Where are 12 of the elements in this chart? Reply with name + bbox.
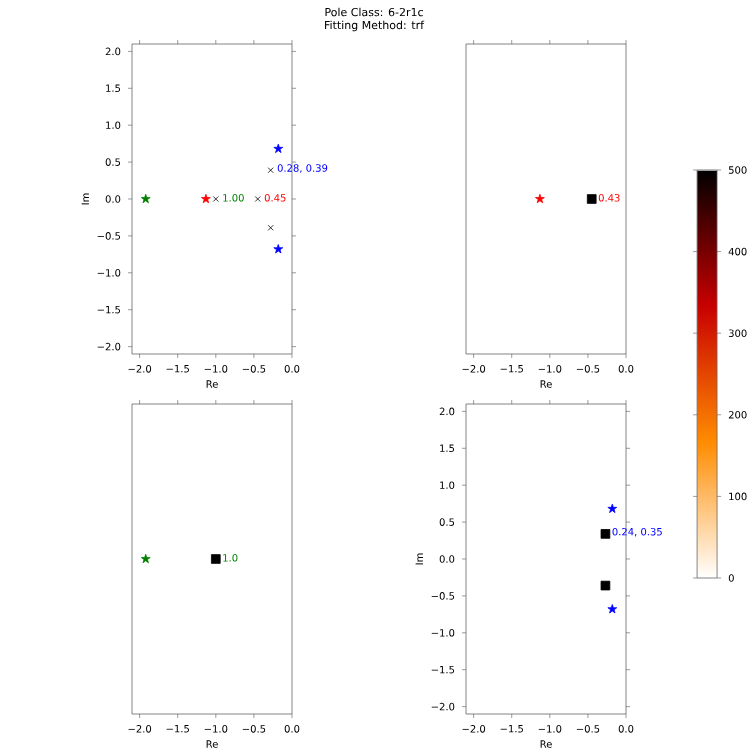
point [267, 224, 274, 231]
point [273, 244, 284, 254]
point [201, 193, 211, 204]
point [600, 580, 611, 591]
point [140, 193, 151, 204]
point [267, 167, 274, 174]
point [607, 604, 618, 614]
point [607, 503, 618, 513]
point [600, 529, 611, 539]
point [273, 143, 284, 153]
point [254, 196, 261, 202]
point [212, 196, 219, 202]
